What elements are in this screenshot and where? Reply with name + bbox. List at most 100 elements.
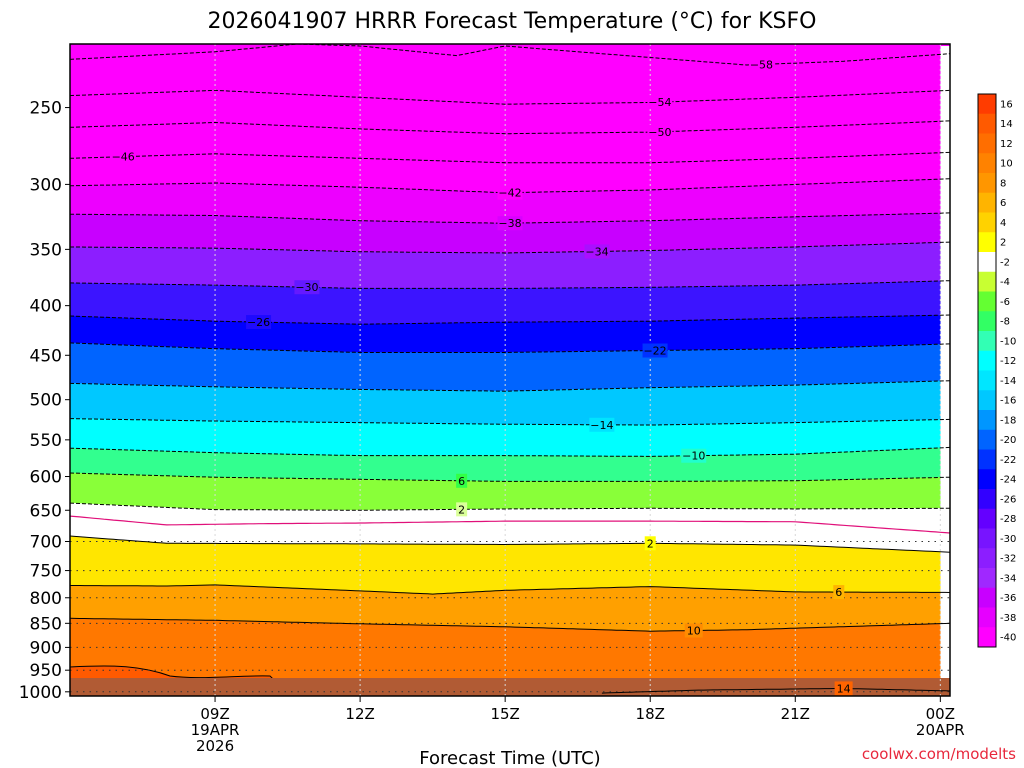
colorbar-swatch [978,350,996,371]
colorbar-swatch [978,232,996,253]
colorbar-swatch [978,489,996,510]
isotherm-label: −50 [648,126,671,139]
colorbar-label: -16 [1000,396,1016,407]
x-tick-label: 18Z [636,705,665,723]
isotherm-label: −30 [295,281,318,294]
credit-text: coolwx.com/modelts [862,745,1016,763]
isotherm-label-bg [644,536,656,551]
y-tick-label: 800 [30,589,62,609]
isotherm-label-bg [456,502,468,517]
y-tick-label: 250 [30,99,62,119]
colorbar-swatch [978,252,996,273]
colorbar-label: -4 [1000,277,1010,288]
x-tick-label: 20APR [916,721,965,739]
colorbar-swatch [978,153,996,174]
y-tick-label: 750 [30,562,62,582]
isotherm-label-bg [647,95,673,110]
isotherm-line [70,418,950,426]
colorbar-label: -2 [1000,257,1010,268]
plot-area: −58 −54 −50 −46 −42 −38 −34 −30 −26 −22 −14 −10 6 2 2 6… [70,44,950,696]
y-tick-label: 650 [30,501,62,521]
y-tick-label: 550 [30,431,62,451]
isotherm-line [70,44,950,66]
isotherm-label-bg [110,149,136,164]
colorbar-label: 8 [1000,178,1006,189]
colorbar-swatch [978,370,996,391]
isotherm-label: 2 [647,537,654,550]
isotherm-line [70,280,950,289]
isotherm-label: 2 [458,503,465,516]
colorbar-label: 12 [1000,139,1013,150]
isotherm-line [70,446,950,457]
y-tick-label: 300 [30,175,62,195]
isotherm-label-bg [647,124,673,139]
colorbar-swatch [978,587,996,608]
colorbar-swatch [978,607,996,628]
x-tick-label: 00Z [926,705,955,723]
isotherm-label-bg [642,343,668,358]
isotherm-label-bg [497,185,523,200]
isotherm-label: −38 [498,217,521,230]
colorbar-swatch [978,133,996,154]
y-tick-label: 400 [30,297,62,317]
isotherm-line [70,314,950,325]
colorbar-label: 4 [1000,218,1006,229]
colorbar-swatch [978,271,996,292]
isotherm-label-bg [584,244,610,259]
isotherm-line [70,380,950,392]
y-tick-label: 850 [30,614,62,634]
isotherm-line [70,151,950,164]
grid-lines [70,44,950,696]
isotherm-label-bg [834,681,853,696]
isotherm-label-bg [684,623,703,638]
colorbar-label: -32 [1000,554,1016,565]
isotherm-line [70,502,950,511]
colorbar-label: -14 [1000,376,1016,387]
colorbar-label: 10 [1000,159,1013,170]
isotherm-label-bg [246,315,272,330]
chart-title: 2026041907 HRRR Forecast Temperature (°C… [208,9,817,34]
isotherm-label: −14 [590,419,613,432]
x-axis-title: Forecast Time (UTC) [419,748,600,768]
colorbar-label: -40 [1000,633,1016,644]
colorbar-label: -28 [1000,514,1016,525]
colorbar-label: -8 [1000,317,1010,328]
colorbar-swatch [978,331,996,352]
colorbar-label: 14 [1000,119,1013,130]
colorbar-frame [977,93,997,648]
colorbar-swatch [978,390,996,411]
plot-frame [69,43,951,697]
temperature-band [70,44,950,46]
colorbar-swatch [978,469,996,490]
isotherm-label: 10 [687,625,701,638]
colorbar-swatch [978,429,996,450]
y-tick-label: 950 [30,661,62,681]
isotherm-label: 6 [458,475,465,488]
y-tick-label: 900 [30,638,62,658]
colorbar-swatch [978,449,996,470]
isotherm-label-bg [294,280,320,295]
colorbar-swatch [978,212,996,233]
colorbar-swatch [978,192,996,213]
colorbar-swatch [978,508,996,529]
isotherm-label: −46 [112,151,135,164]
colorbar-label: -24 [1000,475,1016,486]
y-tick-label: 1000 [19,683,62,703]
x-tick-label: 19APR [191,721,240,739]
colorbar-label: 16 [1000,99,1013,110]
isotherm-line [70,617,950,632]
x-tick-label: 12Z [345,705,374,723]
colorbar-swatch [978,410,996,431]
x-tick-label: 15Z [490,705,519,723]
colorbar-label: -20 [1000,435,1016,446]
isotherm-label: 14 [837,682,851,695]
isotherm-label: −42 [498,187,521,200]
colorbar-label: -26 [1000,494,1016,505]
y-tick-label: 700 [30,532,62,552]
colorbar-label: -22 [1000,455,1016,466]
colorbar-swatch [978,173,996,194]
y-tick-label: 350 [30,240,62,260]
colorbar-label: 6 [1000,198,1006,209]
colorbar-label: -34 [1000,573,1016,584]
